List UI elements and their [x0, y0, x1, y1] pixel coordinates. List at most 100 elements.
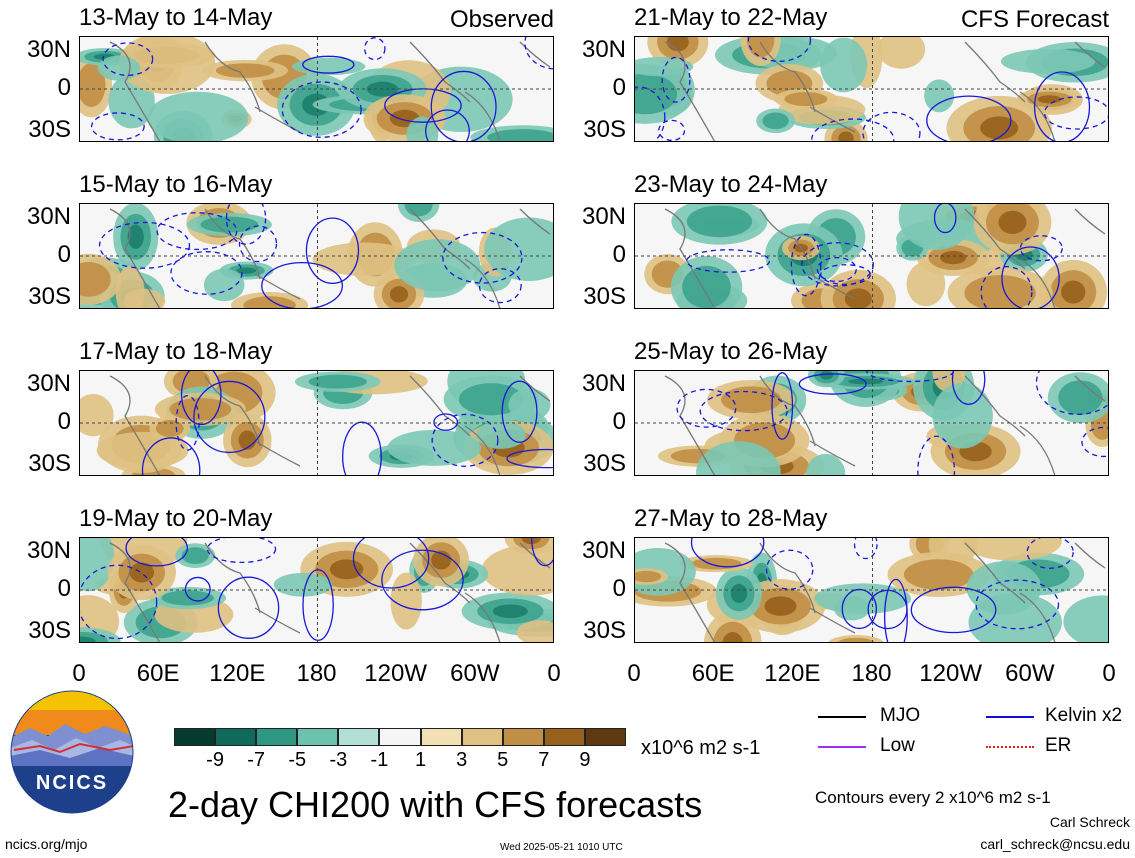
latitude-label: 30S: [583, 283, 626, 310]
kelvin-contour: [1001, 246, 1060, 308]
latitude-label: 30N: [26, 203, 71, 230]
coastline: [964, 41, 1026, 103]
map-field: [635, 204, 1108, 308]
velocity-potential-positive-area: [155, 420, 184, 437]
latitude-label: 30S: [28, 283, 71, 310]
coastline: [109, 41, 161, 141]
kelvin-contour: [798, 373, 867, 395]
velocity-potential-positive-area: [215, 63, 275, 78]
velocity-potential-positive-area: [329, 559, 364, 580]
velocity-potential-negative-area: [484, 217, 553, 281]
low-label: Low: [880, 735, 915, 756]
coastline: [664, 542, 716, 642]
velocity-potential-positive-area: [666, 37, 689, 52]
colorbar-tick-label: -5: [288, 749, 307, 771]
kelvin-contour: [635, 86, 666, 141]
coastline: [109, 542, 161, 642]
colorbar-swatch: [215, 728, 257, 746]
velocity-potential-negative-area: [968, 593, 1062, 642]
velocity-potential-negative-area: [1058, 380, 1103, 415]
kelvin-contour: [302, 569, 334, 642]
longitude-label: 120W: [364, 660, 428, 687]
coastline: [964, 375, 1026, 437]
longitude-label: 180: [851, 660, 892, 687]
map-field: [80, 37, 553, 141]
latitude-label: 30N: [26, 36, 71, 63]
latitude-label: 30N: [26, 370, 71, 397]
coastline: [204, 375, 261, 447]
velocity-potential-negative-area: [762, 112, 789, 130]
latitude-label: 30S: [583, 116, 626, 143]
velocity-potential-positive-area: [837, 637, 875, 642]
longitude-label: 60W: [450, 660, 500, 687]
kelvin-contour: [747, 37, 812, 62]
map-panel: [634, 36, 1109, 142]
velocity-potential-positive-area: [169, 397, 232, 421]
velocity-potential-negative-area: [404, 204, 433, 217]
kelvin-contour: [801, 242, 874, 287]
velocity-potential-positive-area: [80, 261, 111, 297]
longitude-label: 120E: [764, 660, 821, 687]
map-field: [80, 538, 553, 642]
velocity-potential-positive-area: [713, 621, 753, 642]
email[interactable]: carl_schreck@ncsu.edu: [980, 836, 1130, 852]
panel-title: 23-May to 24-May: [634, 171, 828, 198]
velocity-potential-negative-area: [1063, 595, 1108, 642]
map-panel: [79, 36, 554, 142]
panel-title: 13-May to 14-May: [79, 4, 273, 31]
coastline: [664, 41, 716, 141]
kelvin-contour: [302, 55, 355, 74]
latitude-label: 30S: [583, 450, 626, 477]
kelvin-contour: [261, 261, 344, 308]
velocity-potential-negative-area: [682, 265, 731, 308]
kelvin-contour: [1081, 426, 1108, 458]
coastline: [254, 106, 301, 133]
map-field: [635, 538, 1108, 642]
velocity-potential-positive-area: [903, 559, 974, 590]
kelvin-contour: [883, 578, 908, 642]
velocity-potential-negative-area: [932, 382, 993, 449]
velocity-potential-negative-area: [147, 91, 249, 141]
velocity-potential-negative-area: [406, 116, 439, 141]
map-panel: [634, 203, 1109, 309]
kelvin-contour: [206, 538, 277, 564]
velocity-potential-positive-area: [129, 562, 155, 583]
kelvin-contour: [430, 70, 497, 141]
velocity-potential-positive-area: [96, 431, 189, 469]
velocity-potential-positive-area: [980, 116, 1019, 140]
kelvin-contour: [363, 37, 386, 61]
velocity-potential-negative-area: [833, 596, 870, 621]
velocity-potential-negative-area: [236, 267, 257, 274]
kelvin-contour: [184, 576, 211, 602]
velocity-potential-negative-area: [635, 73, 678, 115]
panel-title: 25-May to 26-May: [634, 338, 828, 365]
panel-title: 21-May to 22-May: [634, 4, 828, 31]
velocity-potential-negative-area: [508, 388, 551, 421]
author: Carl Schreck: [1049, 814, 1130, 830]
coastline: [759, 41, 816, 113]
velocity-potential-negative-area: [203, 268, 245, 302]
colorbar-tick-label: 3: [456, 749, 468, 771]
kelvin-contour: [685, 249, 771, 273]
velocity-potential-negative-area: [80, 538, 115, 592]
map-field: [635, 37, 1108, 141]
kelvin-contour: [910, 586, 997, 634]
coastline: [664, 208, 716, 308]
longitude-label: 0: [1102, 660, 1116, 687]
website[interactable]: ncics.org/mjo: [5, 836, 88, 852]
velocity-potential-negative-area: [127, 224, 144, 249]
velocity-potential-negative-area: [200, 216, 259, 233]
kelvin-contour: [193, 380, 266, 454]
velocity-potential-positive-area: [390, 572, 422, 630]
colorbar-tick-label: 9: [579, 749, 591, 771]
longitude-label: 60E: [691, 660, 735, 687]
velocity-potential-positive-area: [118, 37, 216, 94]
velocity-potential-positive-area: [690, 557, 742, 570]
panel-title: 19-May to 20-May: [79, 505, 273, 532]
latitude-label: 30S: [28, 617, 71, 644]
velocity-potential-positive-area: [123, 288, 166, 308]
coastline: [204, 41, 261, 113]
velocity-potential-positive-area: [243, 296, 296, 308]
velocity-potential-negative-area: [181, 547, 209, 565]
kelvin-contour: [305, 217, 360, 284]
